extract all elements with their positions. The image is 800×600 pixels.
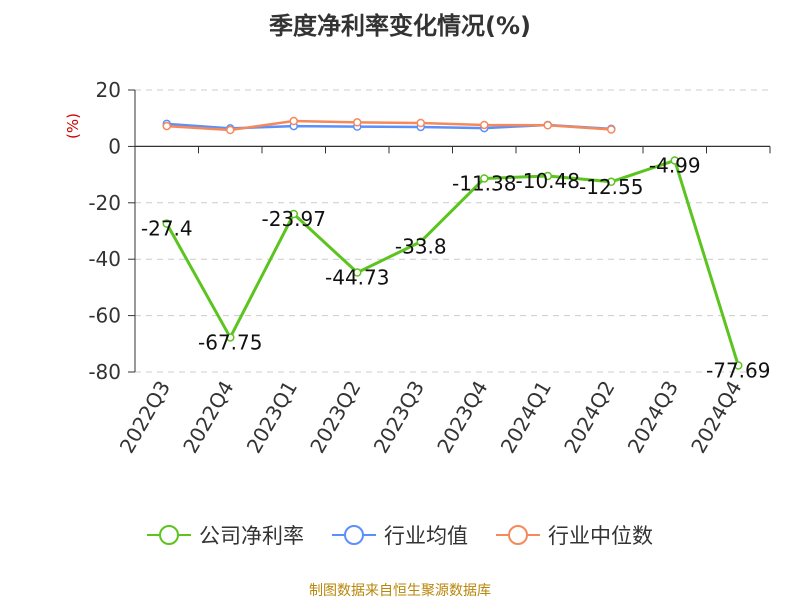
y-tick-label: -20: [88, 191, 121, 215]
x-tick-label: 2023Q4: [432, 377, 492, 458]
data-point: [226, 333, 235, 342]
data-point: [162, 219, 171, 228]
chart-title: 季度净利率变化情况(%): [269, 12, 531, 40]
x-tick-label: 2022Q4: [178, 377, 238, 458]
series-layer: [162, 116, 743, 370]
legend-swatch-icon: [496, 525, 540, 545]
series-line: [165, 158, 740, 366]
data-point: [226, 125, 235, 135]
x-tick-label: 2024Q2: [559, 377, 619, 458]
data-label: -11.38: [452, 171, 516, 195]
data-label: -33.8: [395, 235, 447, 259]
data-point: [353, 118, 362, 127]
data-label: -27.4: [141, 217, 193, 241]
grid-layer: [135, 89, 770, 373]
x-tick-label: 2022Q3: [115, 377, 175, 458]
x-tick-label: 2023Q2: [305, 377, 365, 458]
legend: 公司净利率 行业均值 行业中位数: [0, 520, 800, 550]
data-point: [670, 156, 679, 165]
legend-item[interactable]: 公司净利率: [147, 520, 304, 550]
data-point: [416, 237, 425, 246]
data-label: -77.69: [706, 358, 770, 382]
data-point: [480, 120, 489, 130]
data-label: -10.48: [516, 169, 580, 193]
y-tick-label: -80: [88, 360, 121, 384]
data-label: -12.55: [579, 175, 643, 199]
data-label: -44.73: [325, 266, 389, 290]
y-tick-label: -40: [88, 247, 121, 271]
legend-label: 行业中位数: [548, 524, 653, 548]
x-tick-label: 2023Q3: [369, 377, 429, 458]
data-point: [353, 268, 362, 277]
axis-layer: 200-20-40-60-80(%)2022Q3 2022Q4 2023Q1 2023…: [64, 78, 771, 458]
data-point: [480, 174, 489, 183]
data-label: -67.75: [198, 330, 262, 354]
legend-label: 公司净利率: [199, 524, 304, 548]
series-line: [166, 119, 612, 132]
data-point: [289, 209, 298, 219]
data-point: [734, 361, 743, 370]
y-tick-label: -60: [88, 304, 121, 328]
legend-swatch-icon: [147, 525, 191, 545]
x-tick-label: 2023Q1: [242, 377, 302, 458]
y-axis-label: (%): [64, 113, 82, 139]
x-tick-label: 2024Q3: [623, 377, 683, 458]
x-tick-label: 2024Q4: [686, 377, 746, 458]
data-point: [416, 118, 425, 128]
data-point: [162, 121, 171, 131]
data-point: [607, 125, 616, 134]
data-point: [543, 121, 552, 130]
legend-swatch-icon: [332, 525, 376, 545]
legend-item[interactable]: 行业均值: [332, 520, 468, 550]
y-tick-label: 0: [108, 134, 121, 158]
data-point: [607, 177, 616, 187]
x-tick-label: 2024Q1: [496, 377, 556, 458]
legend-item[interactable]: 行业中位数: [496, 520, 653, 550]
source-note: 制图数据来自恒生聚源数据库: [309, 583, 491, 599]
data-point: [543, 171, 552, 181]
data-label: -4.99: [649, 153, 701, 177]
data-label: -23.97: [262, 207, 326, 231]
label-layer: -27.4 -67.75 -23.97 -44.73-33.8 -11.38 -10.48…: [141, 153, 771, 382]
legend-label: 行业均值: [384, 524, 468, 548]
y-tick-label: 20: [96, 78, 121, 102]
data-point: [289, 116, 298, 126]
